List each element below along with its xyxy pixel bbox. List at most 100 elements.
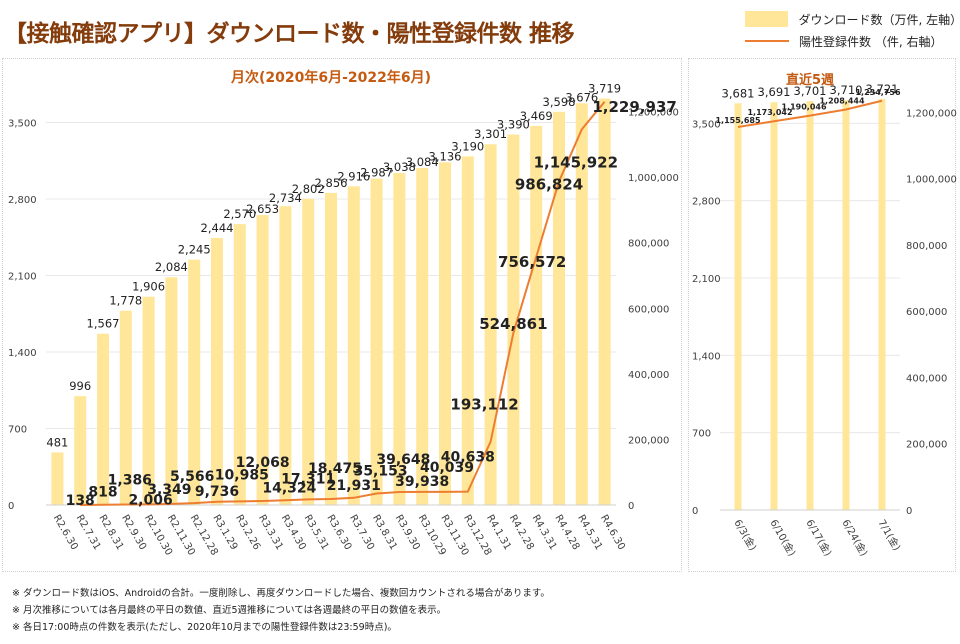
line-value-label: 193,112	[450, 396, 518, 414]
bar	[553, 111, 565, 505]
footnote: ※ 月次推移については各月最終の平日の数値、直近5週推移については各週最終の平日…	[12, 605, 447, 616]
legend-item-downloads: ダウンロード数（万件, 左軸）	[745, 8, 960, 30]
bar-value-label: 2,245	[178, 243, 211, 257]
bar	[507, 134, 520, 505]
positive-line	[737, 99, 883, 128]
y-right-tick-label: 0	[628, 501, 634, 512]
line-value-label: 3,349	[147, 482, 191, 498]
bar	[233, 224, 246, 505]
line-value-label: 5,566	[170, 469, 214, 485]
y-left-tick-label: 2,100	[8, 272, 37, 283]
y-right-tick-label: 400,000	[906, 373, 947, 384]
line-value-label: 21,931	[327, 478, 381, 494]
y-right-tick-label: 1,200,000	[906, 108, 957, 119]
bar-value-label: 3,710	[830, 83, 863, 97]
bar-value-label: 3,719	[588, 82, 621, 96]
line-value-label: 17,311	[281, 471, 335, 487]
legend-bar-swatch	[745, 11, 789, 27]
x-tick-label: 7/1(金)	[875, 517, 903, 553]
line-value-label: 524,861	[479, 315, 547, 333]
y-left-tick-label: 700	[8, 425, 27, 436]
bar-value-label: 996	[69, 379, 91, 393]
y-right-tick-label: 200,000	[906, 440, 947, 451]
page-title: 【接触確認アプリ】ダウンロード数・陽性登録件数 推移	[4, 21, 575, 47]
bar-value-label: 3,084	[406, 155, 439, 169]
bar	[842, 100, 850, 510]
y-left-tick-label: 3,500	[692, 119, 721, 130]
line-value-label: 1,229,937	[592, 98, 676, 116]
line-value-label: 39,648	[376, 452, 430, 468]
y-right-tick-label: 600,000	[906, 307, 947, 318]
bar	[188, 259, 201, 505]
bar-value-label: 2,653	[246, 202, 279, 216]
bar	[598, 98, 611, 505]
bar-value-label: 3,721	[866, 82, 899, 96]
bar-value-label: 2,570	[223, 207, 256, 221]
footnote: ※ 各日17:00時点の件数を表示(ただし、2020年10月までの陽性登録件数は…	[12, 622, 397, 633]
bar	[97, 333, 109, 505]
bar	[325, 192, 337, 505]
bar-value-label: 481	[46, 435, 68, 449]
bar	[165, 277, 178, 505]
y-left-tick-label: 2,800	[8, 195, 37, 206]
bar-value-label: 3,681	[722, 86, 755, 100]
line-value-label: 1,145,922	[534, 153, 618, 171]
chart-title: 直近5週	[786, 72, 834, 88]
x-tick-label: 6/3(金)	[731, 517, 759, 553]
line-value-label: 1,234,756	[855, 88, 900, 97]
bar-value-label: 3,701	[794, 84, 827, 98]
bar	[461, 156, 474, 505]
y-right-tick-label: 800,000	[628, 239, 669, 250]
line-value-label: 10,985	[215, 467, 269, 483]
x-tick-label: 6/10(金)	[767, 517, 798, 558]
y-right-tick-label: 800,000	[906, 241, 947, 252]
weekly-chart-panel	[688, 58, 956, 572]
y-left-tick-label: 0	[692, 506, 698, 517]
bar-value-label: 3,190	[451, 139, 484, 153]
line-value-label: 18,475	[308, 461, 362, 477]
bar	[878, 98, 886, 511]
line-value-label: 1,173,042	[747, 108, 792, 117]
bar	[575, 103, 588, 505]
bar	[806, 101, 814, 510]
line-value-label: 756,572	[498, 253, 566, 271]
line-value-label: 39,938	[395, 474, 449, 490]
line-value-label: 1,190,046	[781, 103, 826, 112]
y-right-tick-label: 600,000	[628, 304, 669, 315]
bar	[302, 198, 315, 505]
legend: ダウンロード数（万件, 左軸） 陽性登録件数 （件, 右軸）	[745, 8, 960, 52]
chart-title: 月次(2020年6月-2022年6月)	[230, 69, 431, 86]
line-value-label: 986,824	[515, 175, 583, 193]
line-value-label: 14,324	[262, 480, 316, 496]
line-value-label: 2,006	[128, 492, 172, 508]
bar-value-label: 2,916	[337, 169, 370, 183]
bar-value-label: 2,802	[292, 182, 325, 196]
line-value-label: 138	[66, 493, 95, 509]
bar	[734, 103, 742, 510]
bar-value-label: 2,734	[269, 191, 302, 205]
legend-line-swatch	[745, 40, 789, 42]
bar-value-label: 3,390	[497, 118, 530, 132]
bar	[484, 144, 497, 505]
bar-value-label: 2,444	[201, 221, 234, 235]
bar	[51, 452, 64, 505]
bar	[347, 186, 360, 505]
y-left-tick-label: 1,400	[8, 348, 37, 359]
bar-value-label: 3,301	[474, 127, 507, 141]
monthly-chart-panel	[2, 58, 682, 572]
bar	[370, 178, 383, 505]
line-value-label: 40,638	[441, 450, 495, 466]
bar-value-label: 1,906	[132, 280, 165, 294]
bar	[119, 310, 132, 505]
bar	[142, 296, 155, 505]
bar-value-label: 3,598	[543, 95, 576, 109]
line-value-label: 40,039	[420, 460, 474, 476]
y-right-tick-label: 1,000,000	[628, 173, 679, 184]
y-left-tick-label: 2,100	[692, 274, 721, 285]
y-left-tick-label: 3,500	[8, 119, 37, 130]
line-value-label: 35,153	[354, 463, 408, 479]
line-value-label: 9,736	[195, 484, 239, 500]
bar-value-label: 1,778	[109, 294, 142, 308]
bar	[211, 237, 223, 506]
bar-value-label: 2,084	[155, 260, 188, 274]
